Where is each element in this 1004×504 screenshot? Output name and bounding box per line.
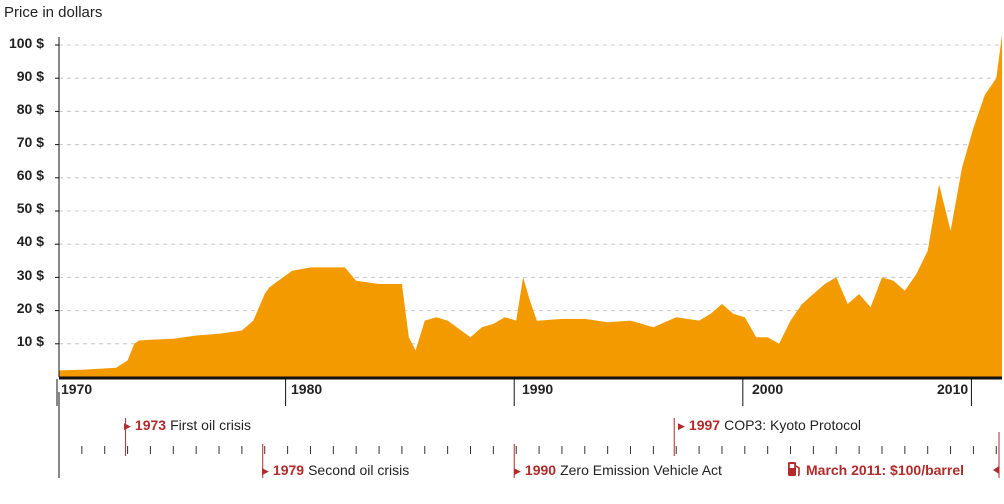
x-tick-label: 2000 — [752, 381, 784, 397]
event-label: COP3: Kyoto Protocol — [724, 417, 862, 433]
y-ticks — [55, 44, 59, 345]
y-tick-label: 50 $ — [16, 200, 44, 216]
y-tick-label: 70 $ — [16, 134, 44, 150]
event-year: 1997 — [688, 417, 721, 433]
event-arrow-icon: ▶ — [124, 421, 131, 431]
y-axis-title: Price in dollars — [4, 4, 103, 21]
x-tick-label: 2010 — [937, 381, 969, 397]
event-arrow-icon: ▶ — [678, 421, 685, 431]
event-label: First oil crisis — [170, 417, 251, 433]
timeline — [58, 392, 1000, 478]
x-ticks — [56, 379, 972, 406]
y-tick-label: 20 $ — [16, 300, 44, 316]
event-year: 1979 — [272, 462, 305, 478]
event-2011: March 2011: $100/barrel — [787, 460, 964, 478]
y-tick-label: 10 $ — [16, 333, 44, 349]
x-tick-label: 1990 — [522, 381, 554, 397]
y-tick-label: 100 $ — [8, 35, 44, 51]
price-area — [59, 35, 1002, 377]
event-label: Zero Emission Vehicle Act — [560, 462, 722, 478]
final-event-arrow-icon — [993, 466, 999, 474]
event-1990: ▶ 1990 Zero Emission Vehicle Act — [514, 462, 722, 478]
fuel-pump-icon — [788, 462, 800, 477]
x-tick-label: 1970 — [61, 381, 93, 397]
x-tick-label: 1980 — [291, 381, 323, 397]
y-tick-label: 40 $ — [16, 233, 44, 249]
event-1979: ▶ 1979 Second oil crisis — [262, 462, 409, 478]
y-tick-label: 30 $ — [16, 267, 44, 283]
y-tick-label: 80 $ — [16, 101, 44, 117]
event-label: Second oil crisis — [308, 462, 410, 478]
event-year: 1990 — [524, 462, 557, 478]
event-year: 1973 — [134, 417, 167, 433]
y-tick-label: 90 $ — [16, 68, 44, 84]
event-1997: ▶ 1997 COP3: Kyoto Protocol — [678, 417, 861, 433]
event-arrow-icon: ▶ — [514, 466, 521, 476]
event-1973: ▶ 1973 First oil crisis — [124, 417, 251, 433]
final-event-label: March 2011: $100/barrel — [806, 462, 964, 478]
event-arrow-icon: ▶ — [262, 466, 269, 476]
y-tick-label: 60 $ — [16, 167, 44, 183]
